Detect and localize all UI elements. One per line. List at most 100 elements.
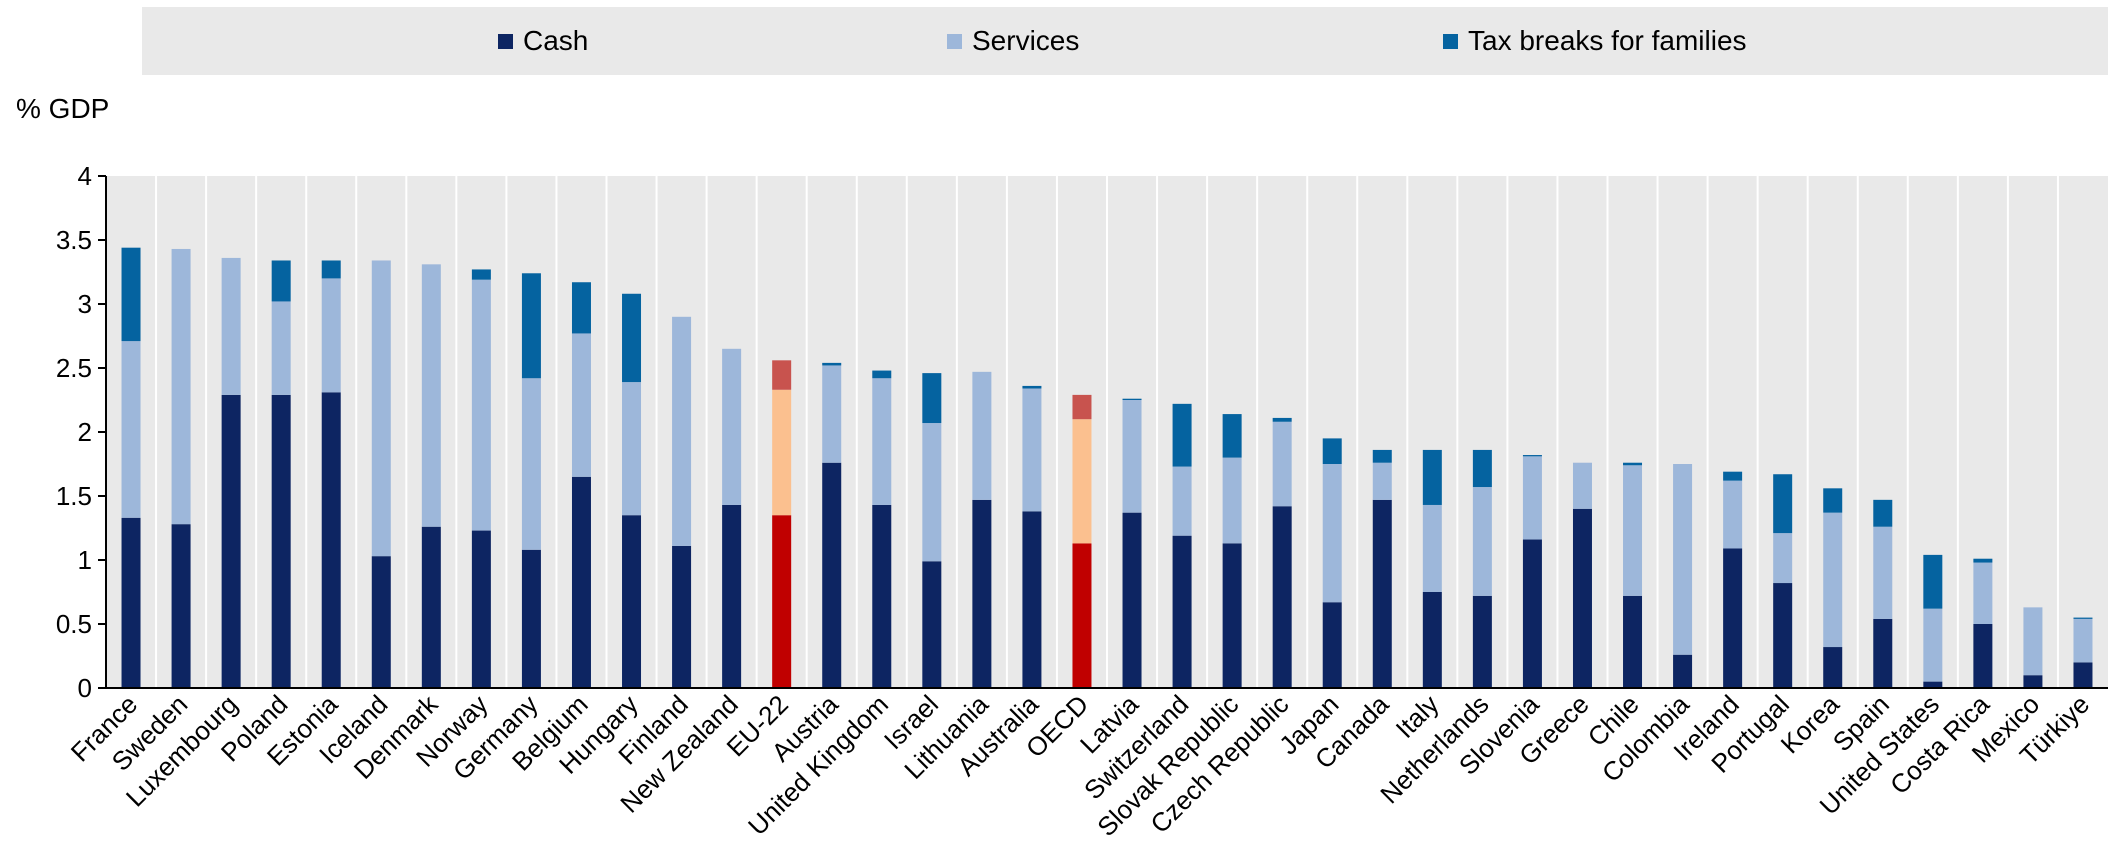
bar-australia-cash — [1022, 511, 1042, 688]
bar-korea-services — [1823, 512, 1843, 648]
bar-denmark-services — [421, 264, 441, 527]
bar-chile-services — [1623, 465, 1643, 596]
bar-israel-services — [922, 423, 942, 562]
bar-czech-republic-services — [1272, 421, 1292, 507]
bar-portugal-tax-breaks-for-families — [1773, 474, 1793, 534]
bar-netherlands-tax-breaks-for-families — [1472, 449, 1492, 488]
bar-eu-22-tax-breaks-for-families — [772, 360, 792, 390]
bar-canada-tax-breaks-for-families — [1372, 449, 1392, 463]
bar-greece-services — [1572, 462, 1592, 509]
bar-united-kingdom-cash — [872, 504, 892, 688]
bar-greece-cash — [1572, 508, 1592, 688]
bar-norway-services — [471, 279, 491, 531]
bar-ireland-services — [1723, 480, 1743, 549]
y-axis-unit-label: % GDP — [16, 93, 110, 124]
bar-sweden-services — [171, 248, 191, 525]
bar-mexico-cash — [2023, 675, 2043, 688]
y-tick-label: 1.5 — [56, 481, 92, 511]
bar-costa-rica-tax-breaks-for-families — [1973, 558, 1993, 563]
legend-item-tax-breaks: Tax breaks for families — [1443, 7, 1747, 75]
bar-korea-cash — [1823, 647, 1843, 688]
bar-netherlands-services — [1472, 487, 1492, 596]
bar-poland-services — [271, 301, 291, 395]
bar-latvia-services — [1122, 400, 1142, 513]
bar-belgium-tax-breaks-for-families — [571, 282, 591, 334]
bar-united-states-tax-breaks-for-families — [1923, 554, 1943, 609]
bar-france-tax-breaks-for-families — [121, 247, 141, 342]
bar-united-kingdom-services — [872, 378, 892, 505]
bar-italy-tax-breaks-for-families — [1422, 449, 1442, 505]
bar-t-rkiye-cash — [2073, 662, 2093, 688]
legend-swatch-cash — [498, 33, 513, 49]
legend-label-services: Services — [972, 25, 1080, 56]
bar-germany-tax-breaks-for-families — [521, 273, 541, 379]
bar-germany-cash — [521, 549, 541, 688]
y-tick-label: 0.5 — [56, 609, 92, 639]
x-tick-label-korea: Korea — [1775, 689, 1846, 760]
bar-israel-cash — [922, 561, 942, 688]
bar-united-kingdom-tax-breaks-for-families — [872, 370, 892, 379]
bar-australia-services — [1022, 388, 1042, 512]
bar-slovenia-cash — [1522, 539, 1542, 688]
bar-slovak-republic-tax-breaks-for-families — [1222, 414, 1242, 458]
bar-sweden-cash — [171, 524, 191, 688]
bar-netherlands-cash — [1472, 595, 1492, 688]
bar-czech-republic-cash — [1272, 506, 1292, 688]
bar-japan-cash — [1322, 602, 1342, 688]
bar-t-rkiye-tax-breaks-for-families — [2073, 617, 2093, 619]
bar-chile-tax-breaks-for-families — [1623, 462, 1643, 466]
bar-lithuania-cash — [972, 499, 992, 688]
bar-spain-services — [1873, 526, 1893, 619]
bar-france-services — [121, 341, 141, 518]
bar-slovenia-services — [1522, 456, 1542, 540]
bar-chile-cash — [1623, 595, 1643, 688]
bar-australia-tax-breaks-for-families — [1022, 385, 1042, 389]
bar-colombia-services — [1673, 464, 1693, 655]
bar-iceland-services — [371, 260, 391, 557]
bar-luxembourg-cash — [221, 394, 241, 688]
bar-costa-rica-services — [1973, 562, 1993, 624]
bar-italy-services — [1422, 504, 1442, 592]
bar-germany-services — [521, 378, 541, 550]
y-tick-label: 1 — [78, 545, 92, 575]
bar-canada-cash — [1372, 499, 1392, 688]
bar-portugal-services — [1773, 533, 1793, 584]
bar-austria-tax-breaks-for-families — [822, 362, 842, 366]
bar-estonia-tax-breaks-for-families — [321, 260, 341, 279]
bar-israel-tax-breaks-for-families — [922, 373, 942, 424]
bar-estonia-services — [321, 278, 341, 393]
bar-korea-tax-breaks-for-families — [1823, 488, 1843, 513]
y-tick-label: 3.5 — [56, 225, 92, 255]
bar-eu-22-services — [772, 389, 792, 516]
bar-portugal-cash — [1773, 583, 1793, 688]
bar-spain-cash — [1873, 618, 1893, 688]
bar-colombia-cash — [1673, 654, 1693, 688]
bar-new-zealand-services — [722, 348, 742, 505]
legend-item-cash: Cash — [498, 7, 588, 75]
bar-switzerland-cash — [1172, 535, 1192, 688]
bar-austria-services — [822, 365, 842, 463]
bar-japan-tax-breaks-for-families — [1322, 438, 1342, 464]
bar-poland-cash — [271, 394, 291, 688]
bar-costa-rica-cash — [1973, 624, 1993, 688]
bar-hungary-services — [622, 382, 642, 516]
bar-t-rkiye-services — [2073, 618, 2093, 663]
bar-finland-services — [672, 316, 692, 546]
bar-switzerland-tax-breaks-for-families — [1172, 403, 1192, 467]
y-tick-label: 2.5 — [56, 353, 92, 383]
bar-oecd-services — [1072, 419, 1092, 544]
bar-finland-cash — [672, 545, 692, 688]
bar-italy-cash — [1422, 592, 1442, 688]
bar-canada-services — [1372, 462, 1392, 500]
bar-luxembourg-services — [221, 257, 241, 395]
bar-ireland-cash — [1723, 548, 1743, 688]
legend-swatch-tax-breaks — [1443, 33, 1458, 49]
bar-estonia-cash — [321, 392, 341, 688]
bar-mexico-services — [2023, 607, 2043, 676]
bar-oecd-cash — [1072, 543, 1092, 688]
bar-belgium-cash — [571, 476, 591, 688]
bar-denmark-cash — [421, 526, 441, 688]
bar-norway-cash — [471, 530, 491, 688]
bar-czech-republic-tax-breaks-for-families — [1272, 417, 1292, 422]
